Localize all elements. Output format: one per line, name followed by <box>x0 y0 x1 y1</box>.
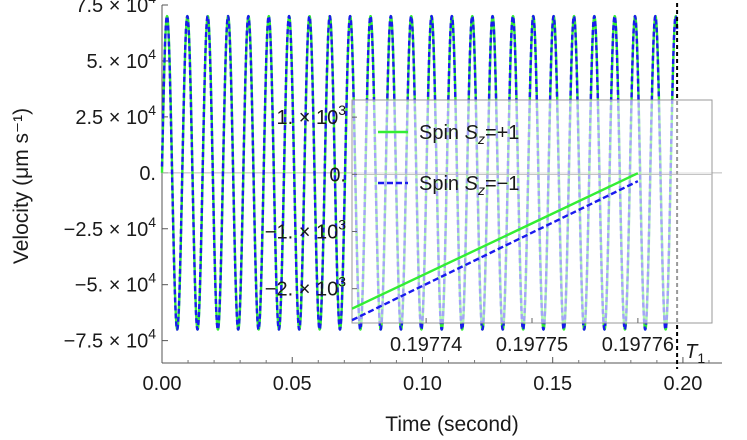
inset-x-tick-label: 0.19775 <box>496 334 568 356</box>
t1-letter: T <box>685 341 699 363</box>
y-tick-label: 0. <box>139 163 156 185</box>
tick-exponent: 3 <box>338 274 346 290</box>
y-tick-label: 2.5 × 104 <box>75 102 156 129</box>
times-sign: × 10 <box>103 51 148 73</box>
tick-exponent: 3 <box>338 102 346 118</box>
legend-word: Spin <box>419 173 465 195</box>
legend-entry: Spin Sz=+1 <box>419 122 519 147</box>
inset-y-tick-label: 0. <box>329 164 346 186</box>
y-tick-label: −2.5 × 104 <box>64 214 157 241</box>
tick-mantissa: 0. <box>329 164 346 186</box>
inset-x-tick-label: 0.19776 <box>602 334 674 356</box>
legend-entry: Spin Sz=−1 <box>419 173 519 198</box>
tick-mantissa: −2. <box>265 279 293 301</box>
legend-symbol: S <box>465 173 479 195</box>
tick-mantissa: 2.5 <box>75 107 103 129</box>
x-axis-label: Time (second) <box>385 413 518 436</box>
x-tick-label: 0.10 <box>403 373 442 395</box>
tick-mantissa: 1. <box>276 107 293 129</box>
tick-exponent: 4 <box>148 0 156 6</box>
inset-y-tick-label: 1. × 103 <box>276 102 346 129</box>
y-tick-label: 7.5 × 104 <box>75 0 156 17</box>
tick-exponent: 4 <box>148 46 156 62</box>
times-sign: × 10 <box>103 107 148 129</box>
y-tick-label: 5. × 104 <box>86 46 156 73</box>
x-tick-label: 0.20 <box>663 373 702 395</box>
tick-mantissa: −2.5 <box>64 219 103 241</box>
inset-y-tick-label: −1. × 103 <box>265 217 346 244</box>
legend-value: =+1 <box>485 122 519 144</box>
legend-subscript: z <box>477 182 485 198</box>
inset-frame <box>351 99 713 324</box>
tick-exponent: 4 <box>148 214 156 230</box>
tick-exponent: 3 <box>338 217 346 233</box>
tick-exponent: 4 <box>148 102 156 118</box>
t1-subscript: 1 <box>697 350 705 366</box>
main-plot: 0.000.050.100.150.207.5 × 1045. × 1042.5… <box>64 0 722 395</box>
tick-mantissa: 0. <box>139 163 156 185</box>
tick-mantissa: −7.5 <box>64 331 103 353</box>
times-sign: × 10 <box>103 331 148 353</box>
tick-exponent: 4 <box>148 270 156 286</box>
times-sign: × 10 <box>103 275 148 297</box>
inset-x-tick-label: 0.19774 <box>390 334 462 356</box>
tick-exponent: 4 <box>148 326 156 342</box>
times-sign: × 10 <box>293 279 338 301</box>
inset-series-spin-minus <box>351 180 639 322</box>
tick-mantissa: −5. <box>75 275 103 297</box>
y-tick-label: −5. × 104 <box>75 270 156 297</box>
y-axis-label: Velocity (μm s⁻¹) <box>10 108 33 264</box>
inset-y-tick-label: −2. × 103 <box>265 274 346 301</box>
tick-mantissa: −1. <box>265 222 293 244</box>
tick-mantissa: 5. <box>86 51 103 73</box>
x-tick-label: 0.05 <box>273 373 312 395</box>
times-sign: × 10 <box>103 0 148 17</box>
legend-subscript: z <box>477 131 485 147</box>
legend-symbol: S <box>465 122 479 144</box>
t1-label: T1 <box>685 341 705 366</box>
legend-word: Spin <box>419 122 465 144</box>
times-sign: × 10 <box>293 107 338 129</box>
y-tick-label: −7.5 × 104 <box>64 326 157 353</box>
x-tick-label: 0.15 <box>533 373 572 395</box>
x-tick-label: 0.00 <box>143 373 182 395</box>
times-sign: × 10 <box>293 222 338 244</box>
tick-mantissa: 7.5 <box>75 0 103 17</box>
times-sign: × 10 <box>103 219 148 241</box>
legend-value: =−1 <box>485 173 519 195</box>
inset-series-spin-plus <box>351 172 639 310</box>
